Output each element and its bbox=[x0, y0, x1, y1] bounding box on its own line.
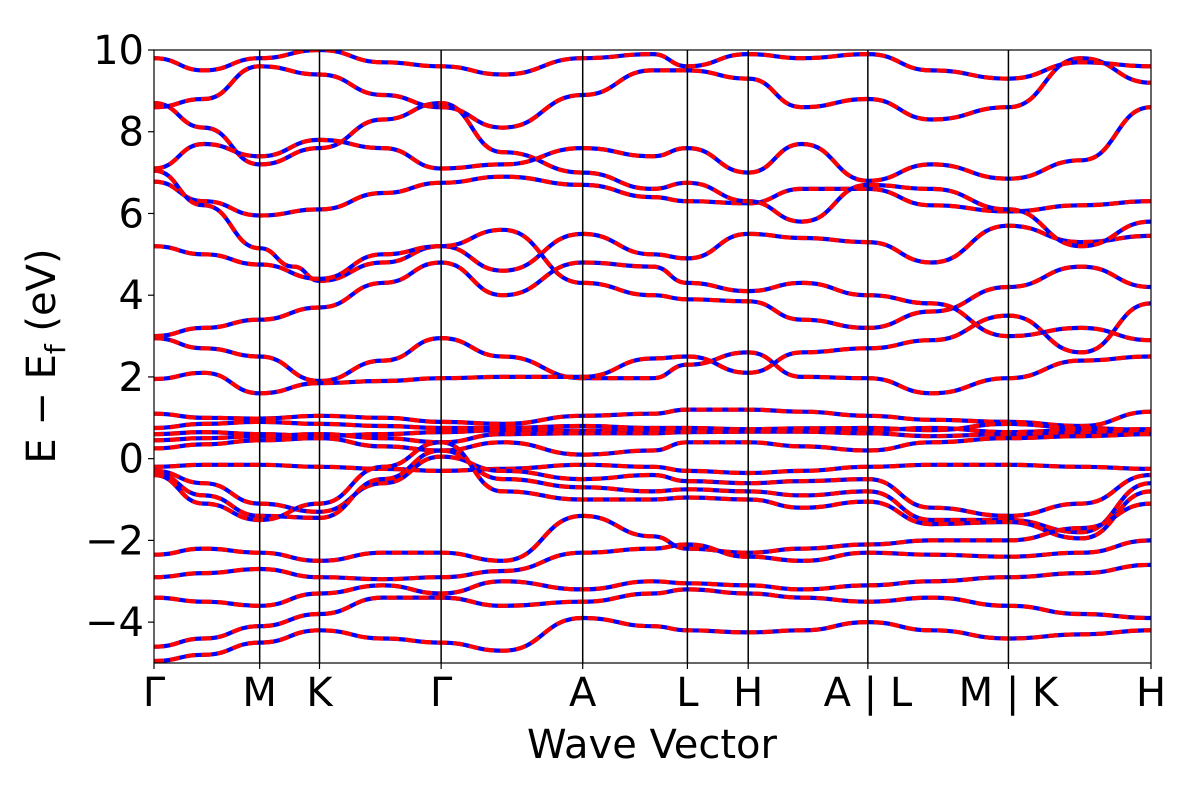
x-tick-label-6: L bbox=[676, 670, 699, 716]
band-5-dft bbox=[154, 105, 1151, 183]
x-tick-label-2: M bbox=[242, 670, 277, 716]
band-2-dft bbox=[154, 168, 1151, 284]
band-24-dft bbox=[154, 260, 1151, 343]
y-tick-label-5: 2 bbox=[119, 355, 144, 401]
band-8-dft bbox=[154, 301, 1151, 396]
x-tick-label-10: H bbox=[1136, 670, 1166, 716]
band-23-dft bbox=[154, 50, 1151, 81]
y-axis-label-unit: (eV) bbox=[19, 248, 65, 344]
band-16-dft bbox=[154, 448, 1151, 535]
y-tick-label-7: −2 bbox=[85, 518, 144, 564]
band-4-dft bbox=[154, 100, 1151, 249]
band-18-dft bbox=[154, 501, 1151, 563]
band-6-dft bbox=[154, 56, 1151, 130]
band-12-dft bbox=[154, 429, 1151, 445]
band-20-dft bbox=[154, 562, 1151, 608]
y-tick-label-6: 0 bbox=[119, 437, 144, 483]
y-axis-label-sub: f bbox=[39, 343, 72, 354]
band-22-dft bbox=[154, 615, 1151, 663]
band-7-dft bbox=[154, 335, 1151, 396]
y-axis-ticks: 10 8 6 4 2 0 −2 −4 bbox=[85, 28, 154, 646]
y-axis-label: E − Ef (eV) bbox=[19, 248, 72, 463]
y-tick-label-3: 6 bbox=[119, 191, 144, 237]
x-tick-label-4: Γ bbox=[430, 670, 453, 716]
plot-frame bbox=[153, 49, 1152, 664]
x-tick-label-5: A bbox=[569, 670, 597, 716]
y-tick-label-8: −4 bbox=[85, 600, 144, 646]
band-24-wannier bbox=[154, 260, 1151, 343]
band-20-wannier bbox=[154, 562, 1151, 608]
y-tick-label-2: 8 bbox=[119, 110, 144, 156]
band-11-dft bbox=[154, 425, 1151, 439]
band-19-dft bbox=[154, 538, 1151, 582]
y-tick-label-4: 4 bbox=[119, 273, 144, 319]
band-3-wannier bbox=[154, 227, 1151, 331]
x-tick-label-1: Γ bbox=[143, 670, 166, 716]
high-symmetry-lines bbox=[258, 50, 1010, 663]
band-13-dft bbox=[154, 432, 1151, 457]
band-1-wannier bbox=[154, 174, 1151, 218]
band-15-dft bbox=[154, 454, 1151, 519]
x-axis-label: Wave Vector bbox=[527, 722, 778, 768]
band-21-dft bbox=[154, 587, 1151, 649]
band-3-dft bbox=[154, 227, 1151, 331]
x-tick-label-7: H bbox=[733, 670, 763, 716]
x-tick-label-8: A | L bbox=[824, 670, 913, 716]
x-tick-label-3: K bbox=[306, 670, 334, 716]
x-tick-label-9: M | K bbox=[959, 670, 1060, 716]
band-17-dft bbox=[154, 440, 1151, 541]
y-axis-label-main: E − E bbox=[19, 354, 65, 464]
band-14-dft bbox=[154, 462, 1151, 476]
y-tick-label-1: 10 bbox=[93, 28, 144, 74]
band-lines bbox=[154, 50, 1151, 663]
band-9-dft bbox=[154, 407, 1151, 429]
